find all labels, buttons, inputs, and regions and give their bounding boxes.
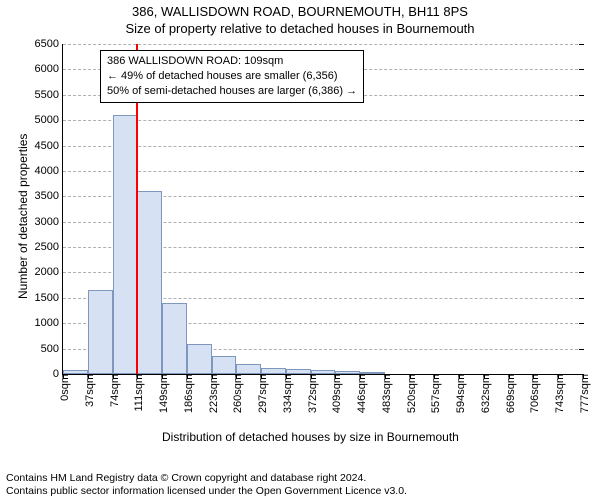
legend-line-1: 386 WALLISDOWN ROAD: 109sqm [107, 54, 357, 69]
ytick-mark [579, 323, 584, 324]
xtick-label: 74sqm [105, 374, 121, 407]
ytick-mark [579, 171, 584, 172]
xtick-label: 223sqm [204, 374, 220, 413]
ytick-mark [579, 120, 584, 121]
x-axis-label: Distribution of detached houses by size … [162, 430, 459, 444]
grid-line [63, 146, 583, 147]
histogram-bar [162, 303, 187, 374]
histogram-bar [88, 290, 113, 374]
xtick-label: 777sqm [575, 374, 591, 413]
xtick-label: 111sqm [129, 374, 145, 412]
chart-container: { "titles": { "line1": "386, WALLISDOWN … [0, 0, 600, 500]
xtick-label: 149sqm [154, 374, 170, 413]
ytick-label: 1000 [35, 317, 63, 329]
ytick-mark [579, 196, 584, 197]
ytick-mark [579, 272, 584, 273]
ytick-label: 6500 [35, 38, 63, 50]
ytick-label: 2000 [35, 266, 63, 278]
footer-attribution: Contains HM Land Registry data © Crown c… [6, 472, 407, 498]
histogram-bar [187, 344, 212, 374]
xtick-label: 372sqm [303, 374, 319, 413]
y-axis-label: Number of detached properties [16, 134, 30, 299]
ytick-mark [579, 44, 584, 45]
xtick-label: 260sqm [228, 374, 244, 413]
legend-line-2: ← 49% of detached houses are smaller (6,… [107, 69, 357, 84]
legend-box: 386 WALLISDOWN ROAD: 109sqm ← 49% of det… [100, 50, 364, 103]
xtick-label: 706sqm [525, 374, 541, 413]
ytick-label: 5000 [35, 114, 63, 126]
xtick-label: 594sqm [451, 374, 467, 413]
ytick-mark [579, 247, 584, 248]
histogram-bar [113, 115, 138, 374]
grid-line [63, 120, 583, 121]
xtick-label: 0sqm [55, 374, 71, 401]
xtick-label: 743sqm [550, 374, 566, 413]
xtick-label: 409sqm [327, 374, 343, 413]
ytick-mark [579, 222, 584, 223]
xtick-label: 520sqm [402, 374, 418, 413]
chart-titles: 386, WALLISDOWN ROAD, BOURNEMOUTH, BH11 … [0, 0, 600, 38]
footer-line-1: Contains HM Land Registry data © Crown c… [6, 472, 407, 485]
ytick-label: 6000 [35, 63, 63, 75]
xtick-label: 632sqm [476, 374, 492, 413]
ytick-mark [579, 146, 584, 147]
histogram-bar [236, 364, 261, 374]
ytick-label: 5500 [35, 89, 63, 101]
xtick-label: 483sqm [377, 374, 393, 413]
ytick-label: 500 [41, 343, 63, 355]
histogram-bar [212, 356, 237, 374]
ytick-label: 4000 [35, 165, 63, 177]
ytick-label: 3000 [35, 216, 63, 228]
xtick-label: 37sqm [80, 374, 96, 407]
title-subtitle: Size of property relative to detached ho… [0, 21, 600, 38]
histogram-bar [137, 191, 162, 374]
title-address: 386, WALLISDOWN ROAD, BOURNEMOUTH, BH11 … [0, 4, 600, 21]
xtick-label: 669sqm [501, 374, 517, 413]
ytick-label: 1500 [35, 292, 63, 304]
ytick-mark [579, 95, 584, 96]
ytick-mark [579, 349, 584, 350]
ytick-label: 4500 [35, 140, 63, 152]
ytick-label: 2500 [35, 241, 63, 253]
legend-line-3: 50% of semi-detached houses are larger (… [107, 84, 357, 99]
xtick-label: 334sqm [278, 374, 294, 413]
ytick-mark [579, 298, 584, 299]
ytick-label: 3500 [35, 190, 63, 202]
grid-line [63, 44, 583, 45]
grid-line [63, 171, 583, 172]
xtick-label: 186sqm [179, 374, 195, 413]
xtick-label: 446sqm [352, 374, 368, 413]
ytick-mark [579, 69, 584, 70]
footer-line-2: Contains public sector information licen… [6, 485, 407, 498]
xtick-label: 557sqm [426, 374, 442, 413]
xtick-label: 297sqm [253, 374, 269, 413]
